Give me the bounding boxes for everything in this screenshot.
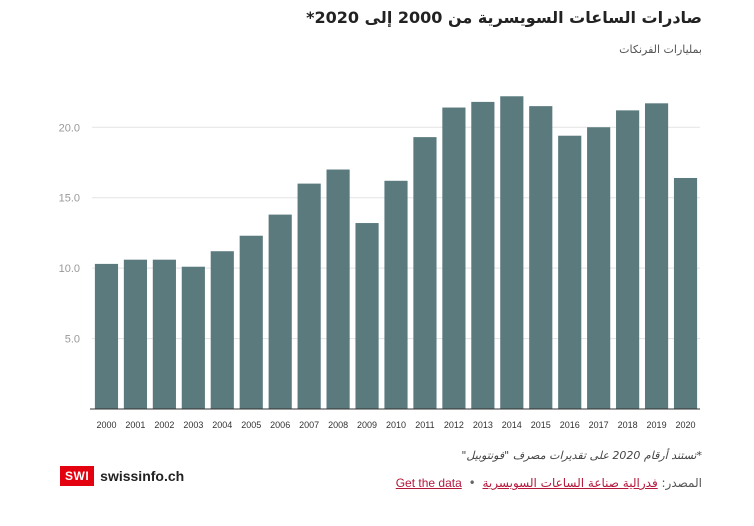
bar [500, 96, 524, 409]
x-tick-label: 2003 [183, 420, 203, 430]
bar [442, 107, 466, 410]
bar [384, 180, 408, 409]
bar [326, 169, 350, 409]
bar [673, 177, 698, 409]
swissinfo-logo-text: swissinfo.ch [100, 468, 185, 484]
x-tick-label: 2019 [647, 420, 667, 430]
x-tick-label: 2008 [328, 420, 348, 430]
x-tick-label: 2002 [154, 420, 174, 430]
bar [587, 127, 611, 410]
y-tick-label: 10.0 [59, 263, 80, 275]
bar [268, 214, 292, 409]
x-tick-label: 2001 [125, 420, 145, 430]
x-tick-label: 2014 [502, 420, 522, 430]
x-tick-label: 2020 [676, 420, 696, 430]
bar [123, 259, 148, 409]
x-tick-label: 2013 [473, 420, 493, 430]
bar [558, 135, 582, 409]
x-tick-label: 2018 [618, 420, 638, 430]
chart-subtitle: بمليارات الفرنكات [619, 43, 702, 56]
x-tick-label: 2009 [357, 420, 377, 430]
x-tick-label: 2000 [96, 420, 116, 430]
bar-chart: 5.0 10.0 15.0 20.0 2000 2001 2002 2003 2004 2005 2… [59, 96, 700, 430]
x-tick-label: 2006 [270, 420, 290, 430]
bar [413, 137, 437, 409]
x-tick-label: 2007 [299, 420, 319, 430]
x-tick-label: 2004 [212, 420, 232, 430]
x-tick-label: 2011 [415, 420, 434, 430]
source-label: المصدر: [661, 476, 702, 490]
source-line: المصدر: فدرالية صناعة الساعات السويسرية … [396, 476, 702, 490]
chart-title: صادرات الساعات السويسرية من 2000 إلى 202… [306, 8, 702, 27]
bar [529, 106, 553, 409]
bar [239, 235, 263, 409]
bar [616, 110, 640, 410]
bar [355, 223, 379, 409]
bar [181, 266, 205, 409]
x-tick-label: 2017 [589, 420, 609, 430]
swissinfo-logo[interactable]: SWI swissinfo.ch [60, 466, 184, 486]
swi-logo-box: SWI [60, 466, 95, 486]
bar [94, 263, 119, 409]
separator-dot: • [468, 476, 476, 490]
footnote: *تستند أرقام 2020 على تقديرات مصرف "فونت… [461, 449, 702, 462]
x-tick-label: 2016 [560, 420, 580, 430]
x-tick-label: 2015 [531, 420, 551, 430]
x-tick-label: 2010 [386, 420, 406, 430]
y-tick-label: 15.0 [59, 193, 80, 205]
bar [471, 101, 495, 409]
source-link[interactable]: فدرالية صناعة الساعات السويسرية [482, 476, 658, 490]
x-tick-label: 2012 [444, 420, 464, 430]
y-tick-label: 20.0 [59, 122, 80, 134]
bar [152, 259, 176, 409]
bar [297, 183, 321, 409]
get-the-data-link[interactable]: Get the data [395, 476, 462, 490]
bar [644, 103, 669, 409]
x-tick-label: 2005 [241, 420, 261, 430]
y-tick-label: 5.0 [65, 334, 80, 346]
bar [210, 251, 234, 409]
